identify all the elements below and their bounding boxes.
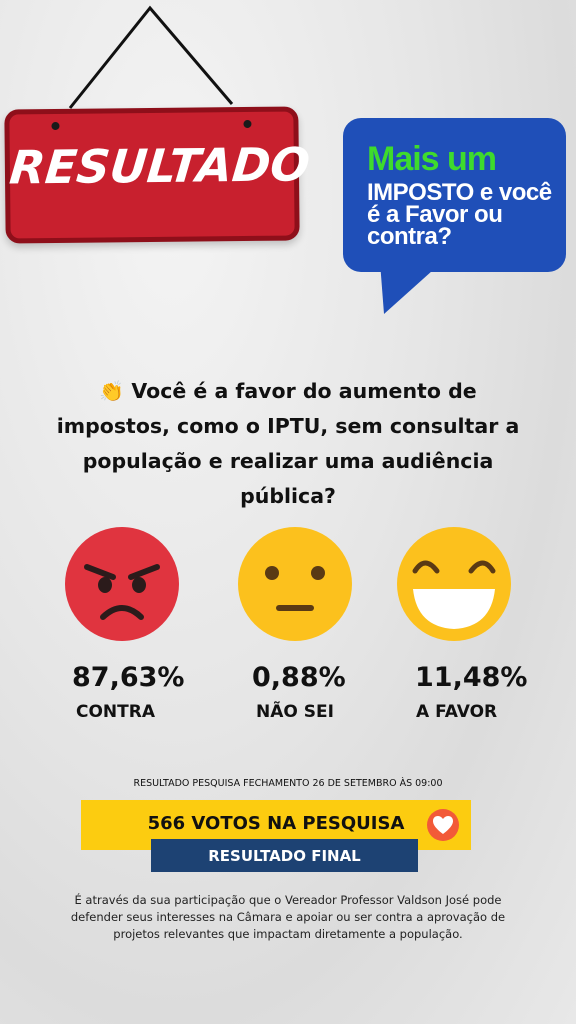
result-contra-percent: 87,63% — [72, 662, 185, 693]
survey-closing-note: RESULTADO PESQUISA FECHAMENTO 26 DE SETE… — [133, 778, 443, 789]
grinning-face-icon — [397, 527, 511, 641]
sign-string — [68, 5, 234, 109]
result-afavor-percent: 11,48% — [415, 662, 528, 693]
survey-question: 👏 Você é a favor do aumento de impostos,… — [40, 374, 536, 514]
sign-title: RESULTADO — [7, 137, 313, 195]
result-afavor-label: A FAVOR — [416, 702, 498, 722]
heart-icon — [427, 809, 459, 841]
speech-bubble: Mais um IMPOSTO e você é a Favor ou cont… — [343, 118, 566, 272]
sign-nail-left — [51, 121, 60, 131]
sign-nail-right — [243, 119, 252, 129]
final-result-text: RESULTADO FINAL — [208, 847, 361, 865]
footer-text: É através da sua participação que o Vere… — [70, 893, 506, 941]
votes-count-text: 566 VOTOS NA PESQUISA — [147, 813, 405, 834]
result-contra-label: CONTRA — [76, 702, 155, 722]
question-text: Você é a favor do aumento de impostos, c… — [56, 379, 520, 508]
result-sign: RESULTADO — [4, 106, 313, 244]
waving-hand-icon: 👏 — [99, 379, 125, 403]
bubble-headline: Mais um — [367, 140, 497, 178]
result-naosei-percent: 0,88% — [252, 662, 346, 693]
final-result-banner: RESULTADO FINAL — [151, 839, 418, 872]
neutral-face-icon — [238, 527, 352, 641]
bubble-subtext: IMPOSTO e você é a Favor ou contra? — [367, 179, 552, 250]
angry-face-icon — [65, 527, 179, 641]
bubble-tail — [380, 262, 442, 314]
result-naosei-label: NÃO SEI — [256, 702, 334, 722]
